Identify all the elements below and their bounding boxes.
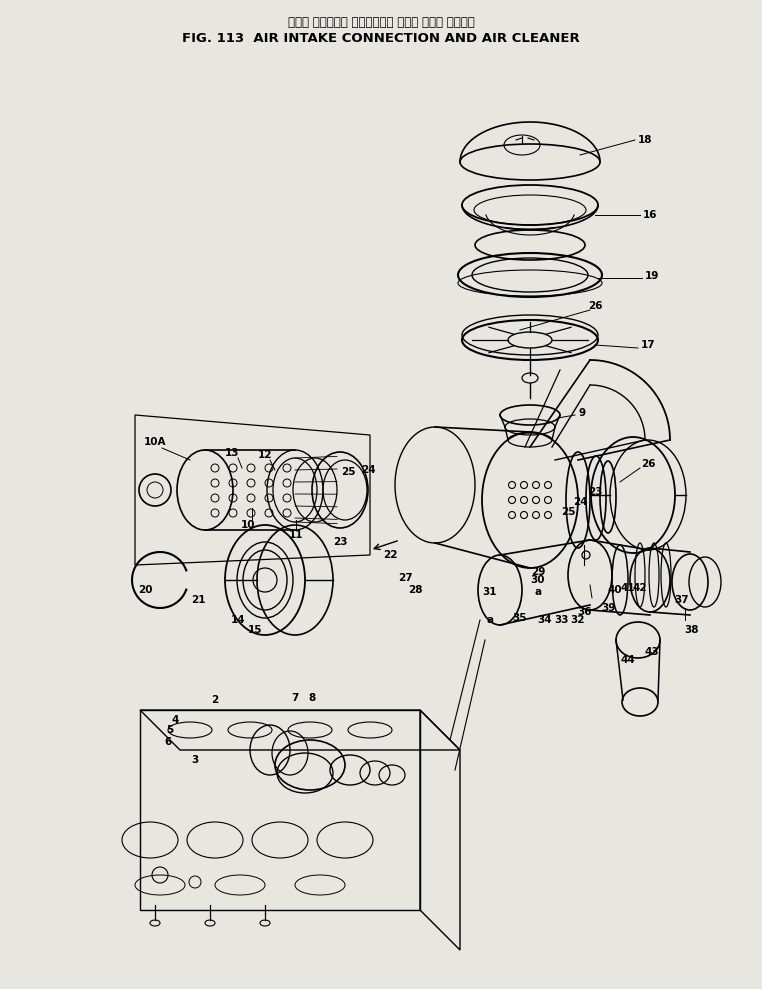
Text: 39: 39: [600, 603, 615, 613]
Text: 19: 19: [645, 271, 659, 281]
Text: 25: 25: [341, 467, 355, 477]
Text: 27: 27: [398, 573, 412, 583]
Text: 16: 16: [643, 210, 658, 220]
Text: 23: 23: [588, 487, 602, 497]
Text: 23: 23: [333, 537, 347, 547]
Text: 20: 20: [138, 585, 152, 595]
Text: 9: 9: [578, 408, 585, 418]
Text: 21: 21: [190, 595, 205, 605]
Text: 7: 7: [291, 693, 299, 703]
Text: 43: 43: [645, 647, 659, 657]
Text: 30: 30: [531, 575, 546, 585]
Text: 13: 13: [225, 448, 239, 458]
Text: 26: 26: [641, 459, 655, 469]
Text: 32: 32: [571, 615, 585, 625]
Text: 38: 38: [685, 625, 700, 635]
Text: エアー インテーク コネクション および エアー クリーナ: エアー インテーク コネクション および エアー クリーナ: [287, 16, 475, 29]
Text: 25: 25: [561, 507, 575, 517]
Text: a: a: [486, 615, 494, 625]
Text: 6: 6: [165, 737, 171, 747]
Text: 17: 17: [641, 340, 655, 350]
Text: 44: 44: [620, 655, 636, 665]
Text: 35: 35: [513, 613, 527, 623]
Text: 36: 36: [578, 607, 592, 617]
Text: FIG. 113  AIR INTAKE CONNECTION AND AIR CLEANER: FIG. 113 AIR INTAKE CONNECTION AND AIR C…: [182, 32, 580, 45]
Text: 14: 14: [231, 615, 245, 625]
Text: 37: 37: [674, 595, 690, 605]
Text: 5: 5: [166, 725, 174, 735]
Text: 18: 18: [638, 135, 652, 145]
Text: 31: 31: [483, 587, 498, 597]
Text: 11: 11: [289, 530, 303, 540]
Text: a: a: [534, 587, 542, 597]
Text: 10A: 10A: [144, 437, 166, 447]
Text: 24: 24: [573, 497, 588, 507]
Text: 26: 26: [588, 301, 602, 311]
Text: 4: 4: [171, 715, 178, 725]
Text: 33: 33: [555, 615, 569, 625]
Text: 8: 8: [309, 693, 315, 703]
Text: 2: 2: [211, 695, 219, 705]
Text: 24: 24: [360, 465, 376, 475]
Text: 10: 10: [241, 520, 255, 530]
Text: 41: 41: [621, 583, 636, 593]
Text: 34: 34: [538, 615, 552, 625]
Text: 22: 22: [383, 550, 397, 560]
Text: 29: 29: [531, 567, 545, 577]
Text: 15: 15: [248, 625, 262, 635]
Text: 42: 42: [632, 583, 647, 593]
Text: 12: 12: [258, 450, 272, 460]
Text: 40: 40: [607, 585, 623, 595]
Text: 28: 28: [408, 585, 422, 595]
Text: 3: 3: [191, 755, 199, 765]
